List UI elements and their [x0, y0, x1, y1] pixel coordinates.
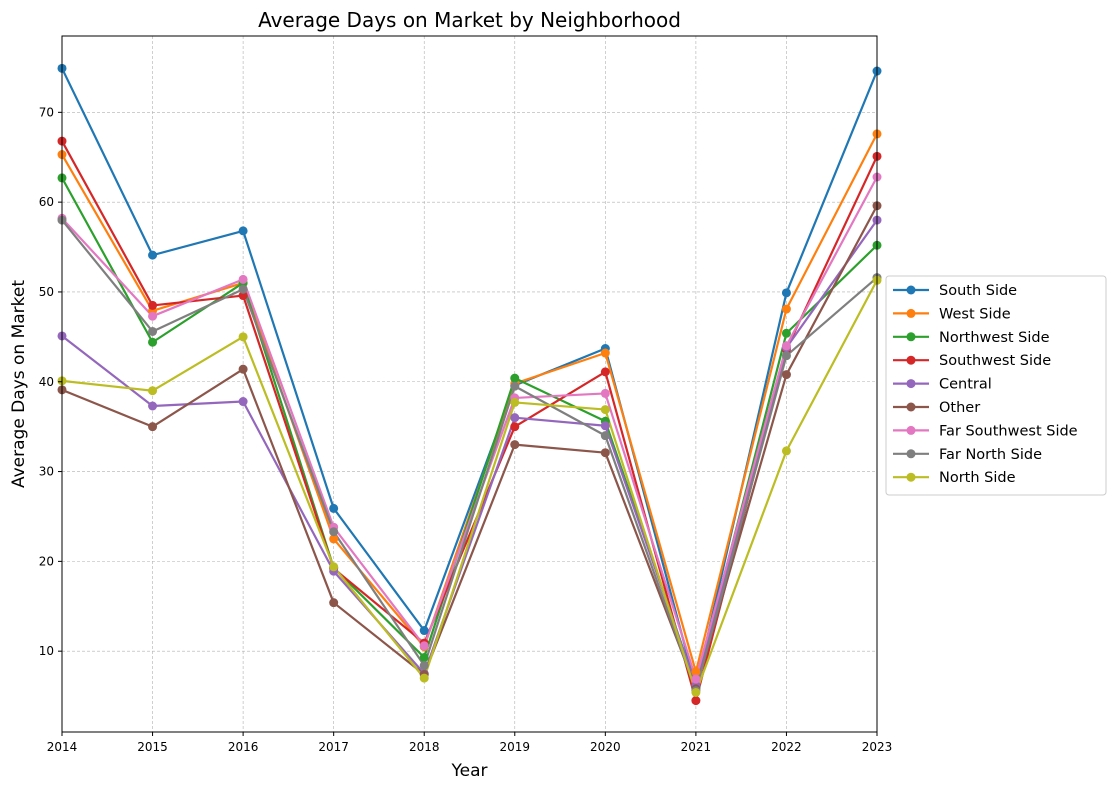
- data-point: [781, 446, 791, 456]
- data-point: [238, 291, 248, 301]
- data-point: [600, 348, 610, 358]
- data-point: [691, 687, 701, 697]
- x-tick-label: 2014: [47, 740, 78, 754]
- plot-frame: [61, 35, 878, 733]
- data-point: [781, 341, 791, 351]
- series-line-5: [61, 205, 878, 690]
- x-tick-label: 2015: [137, 740, 168, 754]
- legend-marker: [906, 285, 916, 295]
- data-point: [600, 405, 610, 415]
- data-point: [238, 284, 248, 294]
- y-tick-label: 40: [39, 375, 54, 389]
- series-points: [57, 63, 882, 706]
- data-point: [238, 397, 248, 407]
- data-point: [148, 311, 158, 321]
- data-point: [148, 326, 158, 336]
- legend-label: West Side: [939, 306, 1011, 322]
- series-line-6: [61, 176, 878, 681]
- x-tick-label: 2021: [681, 740, 712, 754]
- x-tick-label: 2019: [500, 740, 531, 754]
- legend-label: Far Southwest Side: [939, 423, 1078, 439]
- x-axis-label: Year: [451, 761, 488, 781]
- series-line-8: [61, 279, 878, 694]
- data-point: [781, 304, 791, 314]
- data-point: [781, 288, 791, 298]
- x-tick-label: 2017: [318, 740, 349, 754]
- legend-marker: [906, 449, 916, 459]
- legend-marker: [906, 355, 916, 365]
- data-point: [238, 364, 248, 374]
- x-tick-label: 2016: [228, 740, 259, 754]
- x-tick-label: 2023: [862, 740, 893, 754]
- y-tick-label: 70: [39, 105, 54, 119]
- y-tick-label: 20: [39, 554, 54, 568]
- y-axis-label: Average Days on Market: [9, 280, 29, 488]
- series-lines: [61, 67, 879, 702]
- data-point: [238, 274, 248, 284]
- data-point: [148, 250, 158, 260]
- data-point: [329, 534, 339, 544]
- data-point: [600, 388, 610, 398]
- data-point: [510, 381, 520, 391]
- data-point: [419, 626, 429, 636]
- data-point: [148, 401, 158, 411]
- data-point: [781, 351, 791, 361]
- data-point: [419, 641, 429, 651]
- y-tick-label: 50: [39, 285, 54, 299]
- legend-label: Far North Side: [939, 447, 1042, 463]
- data-point: [691, 696, 701, 706]
- legend-label: Southwest Side: [939, 353, 1051, 369]
- legend-label: Central: [939, 377, 992, 393]
- data-point: [419, 673, 429, 683]
- data-point: [329, 527, 339, 537]
- data-point: [600, 421, 610, 431]
- legend-frame: [885, 275, 1107, 496]
- data-point: [419, 652, 429, 662]
- data-point: [329, 598, 339, 608]
- legend-marker: [906, 379, 916, 389]
- data-point: [238, 332, 248, 342]
- data-point: [238, 226, 248, 236]
- data-point: [419, 661, 429, 671]
- legend-marker: [906, 308, 916, 318]
- x-tick-label: 2020: [590, 740, 621, 754]
- legend-label: North Side: [939, 470, 1016, 486]
- data-point: [600, 448, 610, 458]
- legend-marker: [906, 425, 916, 435]
- data-point: [510, 397, 520, 407]
- data-point: [781, 328, 791, 338]
- data-point: [148, 386, 158, 396]
- data-point: [148, 337, 158, 347]
- legend-marker: [906, 402, 916, 412]
- data-point: [691, 674, 701, 684]
- data-point: [781, 370, 791, 380]
- data-point: [510, 422, 520, 432]
- y-axis-ticks: 10 20 30 40 50 60 70: [39, 105, 62, 658]
- x-tick-label: 2022: [771, 740, 802, 754]
- y-tick-label: 30: [39, 465, 54, 479]
- data-point: [600, 367, 610, 377]
- chart-title: Average Days on Market by Neighborhood: [258, 8, 681, 32]
- data-point: [329, 503, 339, 513]
- legend-label: Northwest Side: [939, 330, 1050, 346]
- data-point: [691, 667, 701, 677]
- data-point: [148, 422, 158, 432]
- data-point: [510, 373, 520, 383]
- y-tick-label: 10: [39, 644, 54, 658]
- data-point: [510, 440, 520, 450]
- x-tick-label: 2018: [409, 740, 440, 754]
- x-axis-ticks: 2014 2015 2016 2017 2018 2019 2020 2021 2022 2023: [47, 732, 893, 754]
- legend: South Side West Side Northwest Side Southwe…: [885, 275, 1107, 496]
- legend-label: South Side: [939, 283, 1017, 299]
- series-line-7: [61, 219, 878, 692]
- data-point: [329, 562, 339, 572]
- data-point: [600, 431, 610, 441]
- legend-marker: [906, 472, 916, 482]
- legend-label: Other: [939, 400, 980, 416]
- data-point: [510, 413, 520, 423]
- y-tick-label: 60: [39, 195, 54, 209]
- legend-marker: [906, 332, 916, 342]
- data-point: [148, 300, 158, 310]
